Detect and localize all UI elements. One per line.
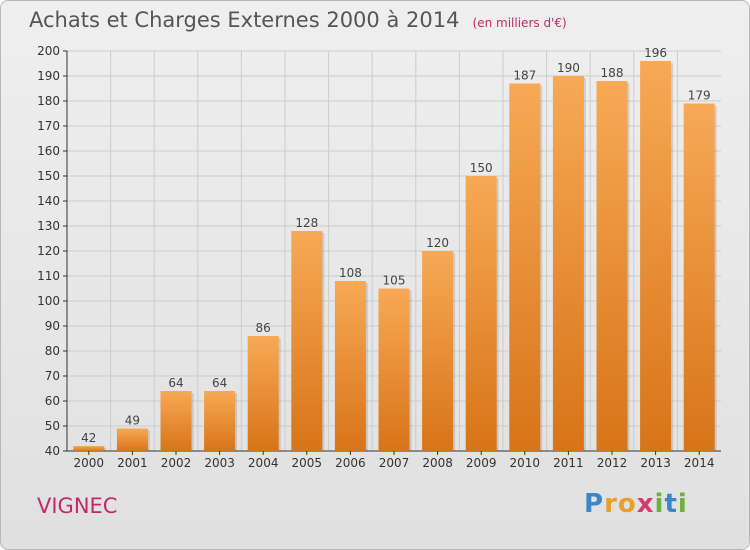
y-tick-label: 200 bbox=[37, 44, 60, 58]
data-label: 128 bbox=[295, 216, 318, 230]
bar bbox=[640, 61, 672, 451]
y-tick-label: 150 bbox=[37, 169, 60, 183]
x-tick-label: 2012 bbox=[597, 456, 628, 470]
y-tick-label: 100 bbox=[37, 294, 60, 308]
x-tick-label: 2014 bbox=[684, 456, 715, 470]
chart-unit: (en milliers d'€) bbox=[472, 16, 567, 30]
bar bbox=[204, 391, 236, 451]
logo-letter: t bbox=[664, 489, 678, 519]
y-tick-label: 170 bbox=[37, 119, 60, 133]
bar bbox=[509, 83, 541, 451]
y-tick-label: 60 bbox=[45, 394, 60, 408]
x-tick-label: 2006 bbox=[335, 456, 366, 470]
bar bbox=[465, 176, 497, 451]
chart-title: Achats et Charges Externes 2000 à 2014 bbox=[29, 8, 460, 32]
data-label: 105 bbox=[383, 274, 406, 288]
logo-letter: o bbox=[617, 489, 637, 519]
y-tick-label: 130 bbox=[37, 219, 60, 233]
bar bbox=[552, 76, 584, 451]
x-tick-label: 2001 bbox=[117, 456, 148, 470]
x-tick-label: 2007 bbox=[379, 456, 410, 470]
x-tick-label: 2000 bbox=[74, 456, 105, 470]
data-label: 196 bbox=[644, 46, 667, 60]
data-label: 120 bbox=[426, 236, 449, 250]
chart-title-block: Achats et Charges Externes 2000 à 2014 (… bbox=[29, 8, 567, 32]
bar bbox=[116, 428, 148, 451]
data-label: 49 bbox=[125, 414, 140, 428]
x-tick-label: 2005 bbox=[292, 456, 323, 470]
y-tick-label: 90 bbox=[45, 319, 60, 333]
logo-letter: r bbox=[604, 489, 618, 519]
axes: 40 50 60 70 80 90 100 110 120 130 140 150 160 170 180 1… bbox=[37, 44, 721, 470]
y-tick-label: 160 bbox=[37, 144, 60, 158]
logo-letter: P bbox=[584, 489, 605, 519]
y-tick-label: 120 bbox=[37, 244, 60, 258]
x-tick-label: 2008 bbox=[422, 456, 453, 470]
commune-name: VIGNEC bbox=[37, 494, 118, 518]
y-tick-label: 190 bbox=[37, 69, 60, 83]
bar bbox=[247, 336, 279, 451]
data-label: 64 bbox=[168, 376, 183, 390]
data-label: 190 bbox=[557, 61, 580, 75]
data-labels: 42 49 64 64 86 128 108 105 120 150 187 190 188 196 179 bbox=[81, 46, 710, 445]
data-label: 86 bbox=[256, 321, 271, 335]
y-tick-label: 50 bbox=[45, 419, 60, 433]
y-tick-label: 110 bbox=[37, 269, 60, 283]
proxiti-logo[interactable]: Proxiti bbox=[584, 489, 688, 519]
bar bbox=[291, 231, 323, 451]
y-tick-label: 70 bbox=[45, 369, 60, 383]
data-label: 108 bbox=[339, 266, 362, 280]
bars bbox=[73, 61, 717, 451]
x-tick-label: 2003 bbox=[204, 456, 235, 470]
bar bbox=[73, 446, 105, 451]
bar bbox=[422, 251, 454, 451]
data-label: 179 bbox=[688, 89, 711, 103]
y-tick-label: 180 bbox=[37, 94, 60, 108]
y-tick-label: 80 bbox=[45, 344, 60, 358]
logo-letter: x bbox=[636, 489, 655, 519]
data-label: 64 bbox=[212, 376, 227, 390]
bar bbox=[160, 391, 192, 451]
data-label: 188 bbox=[601, 66, 624, 80]
x-tick-label: 2010 bbox=[510, 456, 541, 470]
x-tick-label: 2002 bbox=[161, 456, 192, 470]
data-label: 187 bbox=[513, 69, 536, 83]
bar bbox=[334, 281, 366, 451]
logo-letter: i bbox=[677, 489, 688, 519]
bar bbox=[683, 103, 715, 451]
logo-letter: i bbox=[654, 489, 665, 519]
x-tick-label: 2009 bbox=[466, 456, 497, 470]
x-tick-label: 2011 bbox=[553, 456, 584, 470]
x-tick-label: 2004 bbox=[248, 456, 279, 470]
bar bbox=[596, 81, 628, 451]
x-tick-label: 2013 bbox=[640, 456, 671, 470]
y-tick-label: 140 bbox=[37, 194, 60, 208]
data-label: 150 bbox=[470, 161, 493, 175]
bar bbox=[378, 288, 410, 451]
data-label: 42 bbox=[81, 431, 96, 445]
y-tick-label: 40 bbox=[45, 444, 60, 458]
